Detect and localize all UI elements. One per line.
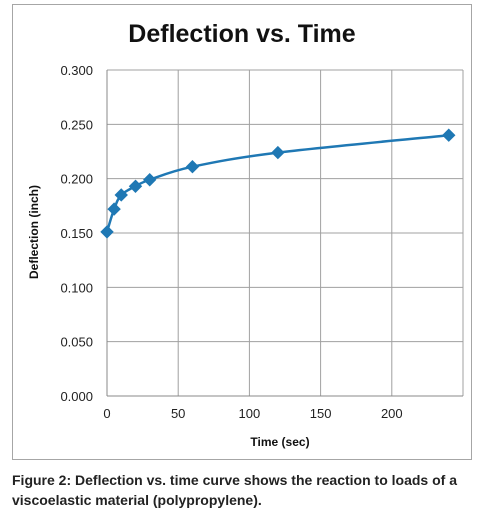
y-axis-label: Deflection (inch): [27, 185, 41, 279]
y-tick-label: 0.200: [60, 172, 93, 187]
data-point-marker: [185, 160, 200, 174]
chart-title: Deflection vs. Time: [128, 20, 355, 48]
x-tick-label: 200: [381, 406, 403, 421]
data-point-marker: [114, 188, 128, 202]
x-tick-label: 0: [103, 406, 110, 421]
y-tick-label: 0.150: [60, 226, 93, 241]
deflection-time-chart: Deflection vs. Time 0.000 0.050 0.100 0.150…: [27, 20, 464, 449]
x-axis-label: Time (sec): [250, 435, 309, 449]
y-tick-label: 0.000: [60, 389, 93, 404]
y-tick-label: 0.250: [60, 117, 93, 132]
figure-caption: Figure 2: Deflection vs. time curve show…: [12, 472, 457, 508]
x-tick-label: 150: [310, 406, 332, 421]
data-point-marker: [107, 202, 121, 216]
data-point-marker: [100, 225, 114, 239]
data-point-marker: [271, 145, 285, 160]
x-axis-ticks: 0 50 100 150 200: [103, 406, 402, 421]
y-axis-ticks: 0.000 0.050 0.100 0.150 0.200 0.250 0.300: [60, 63, 93, 404]
series-markers: [100, 128, 456, 239]
y-tick-label: 0.100: [60, 280, 93, 295]
x-tick-label: 50: [171, 406, 185, 421]
y-tick-label: 0.050: [60, 335, 93, 350]
data-point-marker: [128, 179, 143, 193]
chart-frame: [12, 4, 472, 460]
x-tick-label: 100: [239, 406, 261, 421]
grid-lines: [106, 69, 464, 397]
y-tick-label: 0.300: [60, 63, 93, 78]
data-point-marker: [442, 128, 456, 142]
data-point-marker: [143, 173, 157, 187]
